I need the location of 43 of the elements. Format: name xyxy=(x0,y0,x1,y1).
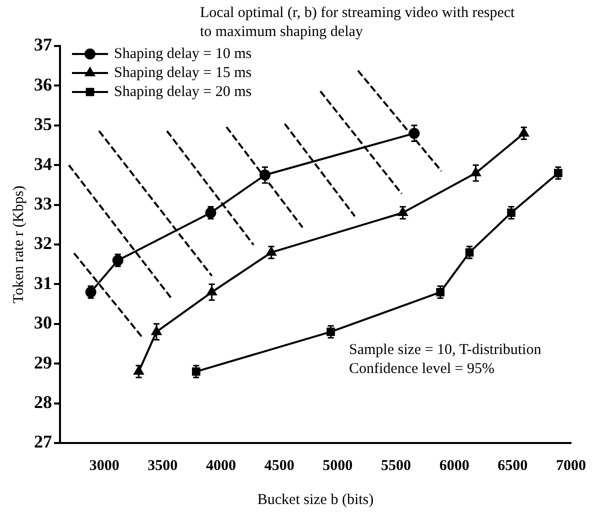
y-tick-label: 31 xyxy=(34,272,52,293)
point xyxy=(259,170,270,181)
x-tick-label: 6000 xyxy=(439,458,470,474)
point xyxy=(152,326,162,336)
y-tick-label: 34 xyxy=(34,154,52,174)
point xyxy=(470,168,481,176)
x-tick-label: 5000 xyxy=(322,458,353,474)
x-tick-label: 4500 xyxy=(264,458,294,474)
y-tick-label: 30 xyxy=(34,312,52,333)
y-tick-label: 28 xyxy=(34,392,52,412)
annotation: Sample size = 10, T-distribution xyxy=(349,342,542,358)
y-tick-label: 29 xyxy=(34,352,52,372)
x-tick-label: 6500 xyxy=(498,458,528,474)
y-tick-label: 37 xyxy=(34,34,52,55)
point xyxy=(408,128,420,139)
x-tick-label: 3500 xyxy=(148,458,178,474)
x-tick-label: 5500 xyxy=(381,458,411,474)
point xyxy=(398,207,408,216)
point xyxy=(518,128,529,137)
x-tick-label: 7000 xyxy=(556,458,586,474)
legend-label: Shaping delay = 20 ms xyxy=(114,84,252,100)
point xyxy=(134,366,144,375)
y-tick-label: 33 xyxy=(34,193,52,214)
point xyxy=(465,248,474,257)
legend-label: Shaping delay = 15 ms xyxy=(114,64,252,81)
x-tick-label: 3000 xyxy=(89,458,120,474)
y-tick-label: 36 xyxy=(34,74,52,94)
chart-title: Local optimal (r, b) for streaming video with respect to maximum shaping delay xyxy=(200,4,516,42)
point xyxy=(436,288,445,296)
y-tick-label: 35 xyxy=(34,114,52,134)
point xyxy=(507,208,516,217)
y-tick-label: 27 xyxy=(34,432,52,452)
point xyxy=(554,168,562,178)
y-axis-title: Token rate r (Kbps) xyxy=(10,186,27,304)
legend-label: Shaping delay = 10 ms xyxy=(114,46,252,62)
point xyxy=(326,328,335,336)
point xyxy=(266,246,276,256)
x-axis-title: Bucket size b (bits) xyxy=(257,492,374,508)
annotation: Confidence level = 95% xyxy=(349,361,494,377)
point xyxy=(206,286,217,296)
point xyxy=(192,367,200,376)
y-tick-label: 32 xyxy=(34,233,52,254)
x-tick-label: 4000 xyxy=(206,458,236,474)
